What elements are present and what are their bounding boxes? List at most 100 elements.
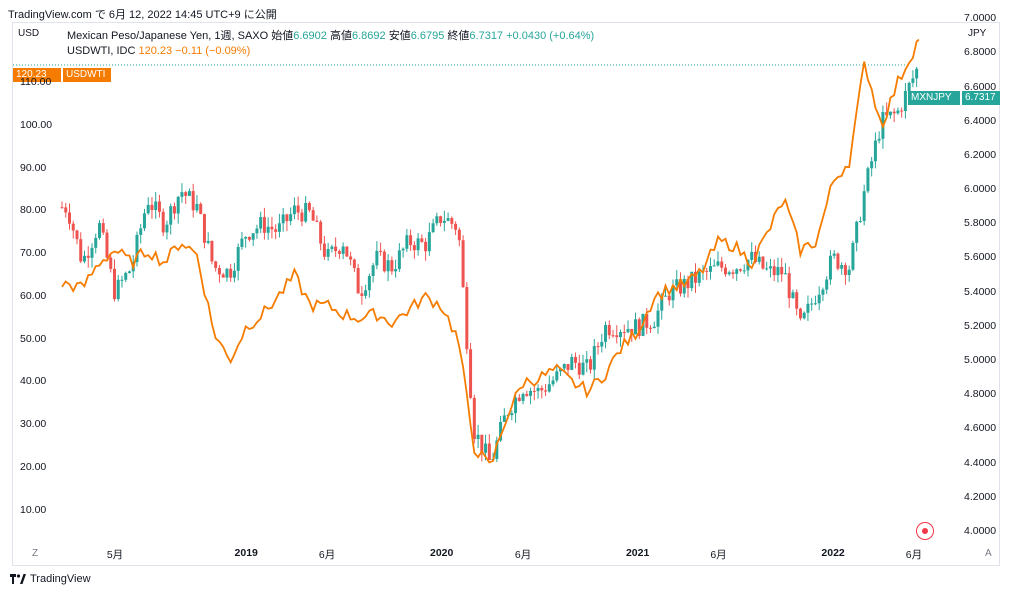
right-tick-label: 5.8000 xyxy=(964,217,997,230)
right-tick-label: 4.2000 xyxy=(964,490,997,503)
candle-body xyxy=(705,270,709,272)
candle-body xyxy=(157,201,161,212)
candle-body xyxy=(390,260,394,272)
right-tick-label: 6.4000 xyxy=(964,114,997,127)
candle-body xyxy=(180,192,184,197)
candle-body xyxy=(783,273,787,275)
candle-body xyxy=(461,240,465,288)
candle-body xyxy=(364,290,368,296)
candle-body xyxy=(446,218,450,221)
candle-body xyxy=(465,287,469,350)
candle-body xyxy=(637,319,641,336)
candle-body xyxy=(127,271,131,274)
candle-body xyxy=(315,220,319,222)
candle-body xyxy=(427,232,431,252)
candle-body xyxy=(142,213,146,229)
legend-symbol: Mexican Peso/Japanese Yen, 1週, SAXO xyxy=(67,30,269,42)
tradingview-logo-icon xyxy=(10,574,26,584)
candle-body xyxy=(360,293,364,296)
time-tick-label: 6月 xyxy=(710,549,727,561)
time-tick-label: 2019 xyxy=(234,547,258,559)
candle-body xyxy=(532,390,536,392)
time-tick-label: 2021 xyxy=(625,547,650,559)
candle-body xyxy=(135,234,139,263)
candle-body xyxy=(690,271,694,289)
candle-body xyxy=(262,217,266,233)
candle-body xyxy=(337,251,341,254)
candle-body xyxy=(693,271,697,283)
candle-body xyxy=(161,211,165,233)
left-axis-unit: USD xyxy=(18,28,40,39)
candle-body xyxy=(896,110,900,114)
candle-body xyxy=(382,251,386,272)
candle-body xyxy=(322,243,326,257)
candle-body xyxy=(304,202,308,222)
mxnjpy-candles xyxy=(60,66,919,463)
right-last-value-badge: 6.7317 xyxy=(962,91,1000,105)
candle-body xyxy=(742,270,746,272)
candle-body xyxy=(172,206,176,214)
candle-body xyxy=(544,390,548,392)
candle-body xyxy=(892,111,896,114)
candle-body xyxy=(210,240,214,262)
candle-body xyxy=(772,266,776,276)
candle-body xyxy=(352,259,356,268)
candle-body xyxy=(409,235,413,246)
candle-body xyxy=(397,250,401,270)
candle-body xyxy=(247,237,251,240)
candle-body xyxy=(274,229,278,232)
candle-body xyxy=(424,241,428,252)
candle-body xyxy=(757,256,761,262)
candle-body xyxy=(412,245,416,251)
candle-body xyxy=(251,233,255,240)
candle-body xyxy=(244,237,248,239)
candle-body xyxy=(480,434,484,453)
candle-body xyxy=(214,261,218,268)
right-series-name-badge: MXNJPY xyxy=(908,91,960,105)
candle-body xyxy=(75,230,79,240)
left-tick-label: 100.00 xyxy=(20,119,53,132)
candle-body xyxy=(124,273,128,280)
candle-body xyxy=(356,267,360,294)
legend-overlay-change: −0.11 (−0.09%) xyxy=(175,45,251,57)
auto-scale-left-button[interactable]: Z xyxy=(32,548,39,559)
candle-body xyxy=(116,279,120,300)
candle-body xyxy=(768,266,772,269)
candle-body xyxy=(529,390,533,396)
legend-high-label: 高値 xyxy=(329,30,352,42)
auto-scale-right-button[interactable]: A xyxy=(985,548,992,559)
candle-body xyxy=(71,223,75,231)
candle-body xyxy=(457,229,461,241)
legend-low: 6.6795 xyxy=(410,30,445,42)
candle-body xyxy=(217,267,221,275)
right-tick-label: 6.6000 xyxy=(964,80,997,93)
right-tick-label: 4.8000 xyxy=(964,388,997,401)
candle-body xyxy=(375,250,379,266)
right-tick-label: 6.0000 xyxy=(964,183,997,196)
candle-body xyxy=(649,327,653,329)
candle-body xyxy=(259,217,263,229)
candle-body xyxy=(607,325,611,336)
candle-body xyxy=(296,205,300,213)
candle-body xyxy=(517,397,521,401)
brand-name: TradingView xyxy=(30,573,91,585)
candle-body xyxy=(405,235,409,249)
candle-body xyxy=(559,368,563,372)
candle-body xyxy=(484,443,488,453)
candle-body xyxy=(431,223,435,233)
candle-body xyxy=(727,272,731,275)
candle-body xyxy=(716,261,720,266)
candle-body xyxy=(750,251,754,260)
candle-body xyxy=(888,111,892,116)
candle-body xyxy=(843,264,847,276)
brand: TradingView xyxy=(10,573,91,585)
candle-body xyxy=(619,332,623,338)
legend-open: 6.6902 xyxy=(293,30,327,42)
candle-body xyxy=(791,292,795,299)
record-icon[interactable] xyxy=(916,522,934,540)
right-tick-label: 5.2000 xyxy=(964,319,997,332)
candle-body xyxy=(551,380,555,385)
candle-body xyxy=(806,303,810,313)
candle-body xyxy=(319,221,323,244)
